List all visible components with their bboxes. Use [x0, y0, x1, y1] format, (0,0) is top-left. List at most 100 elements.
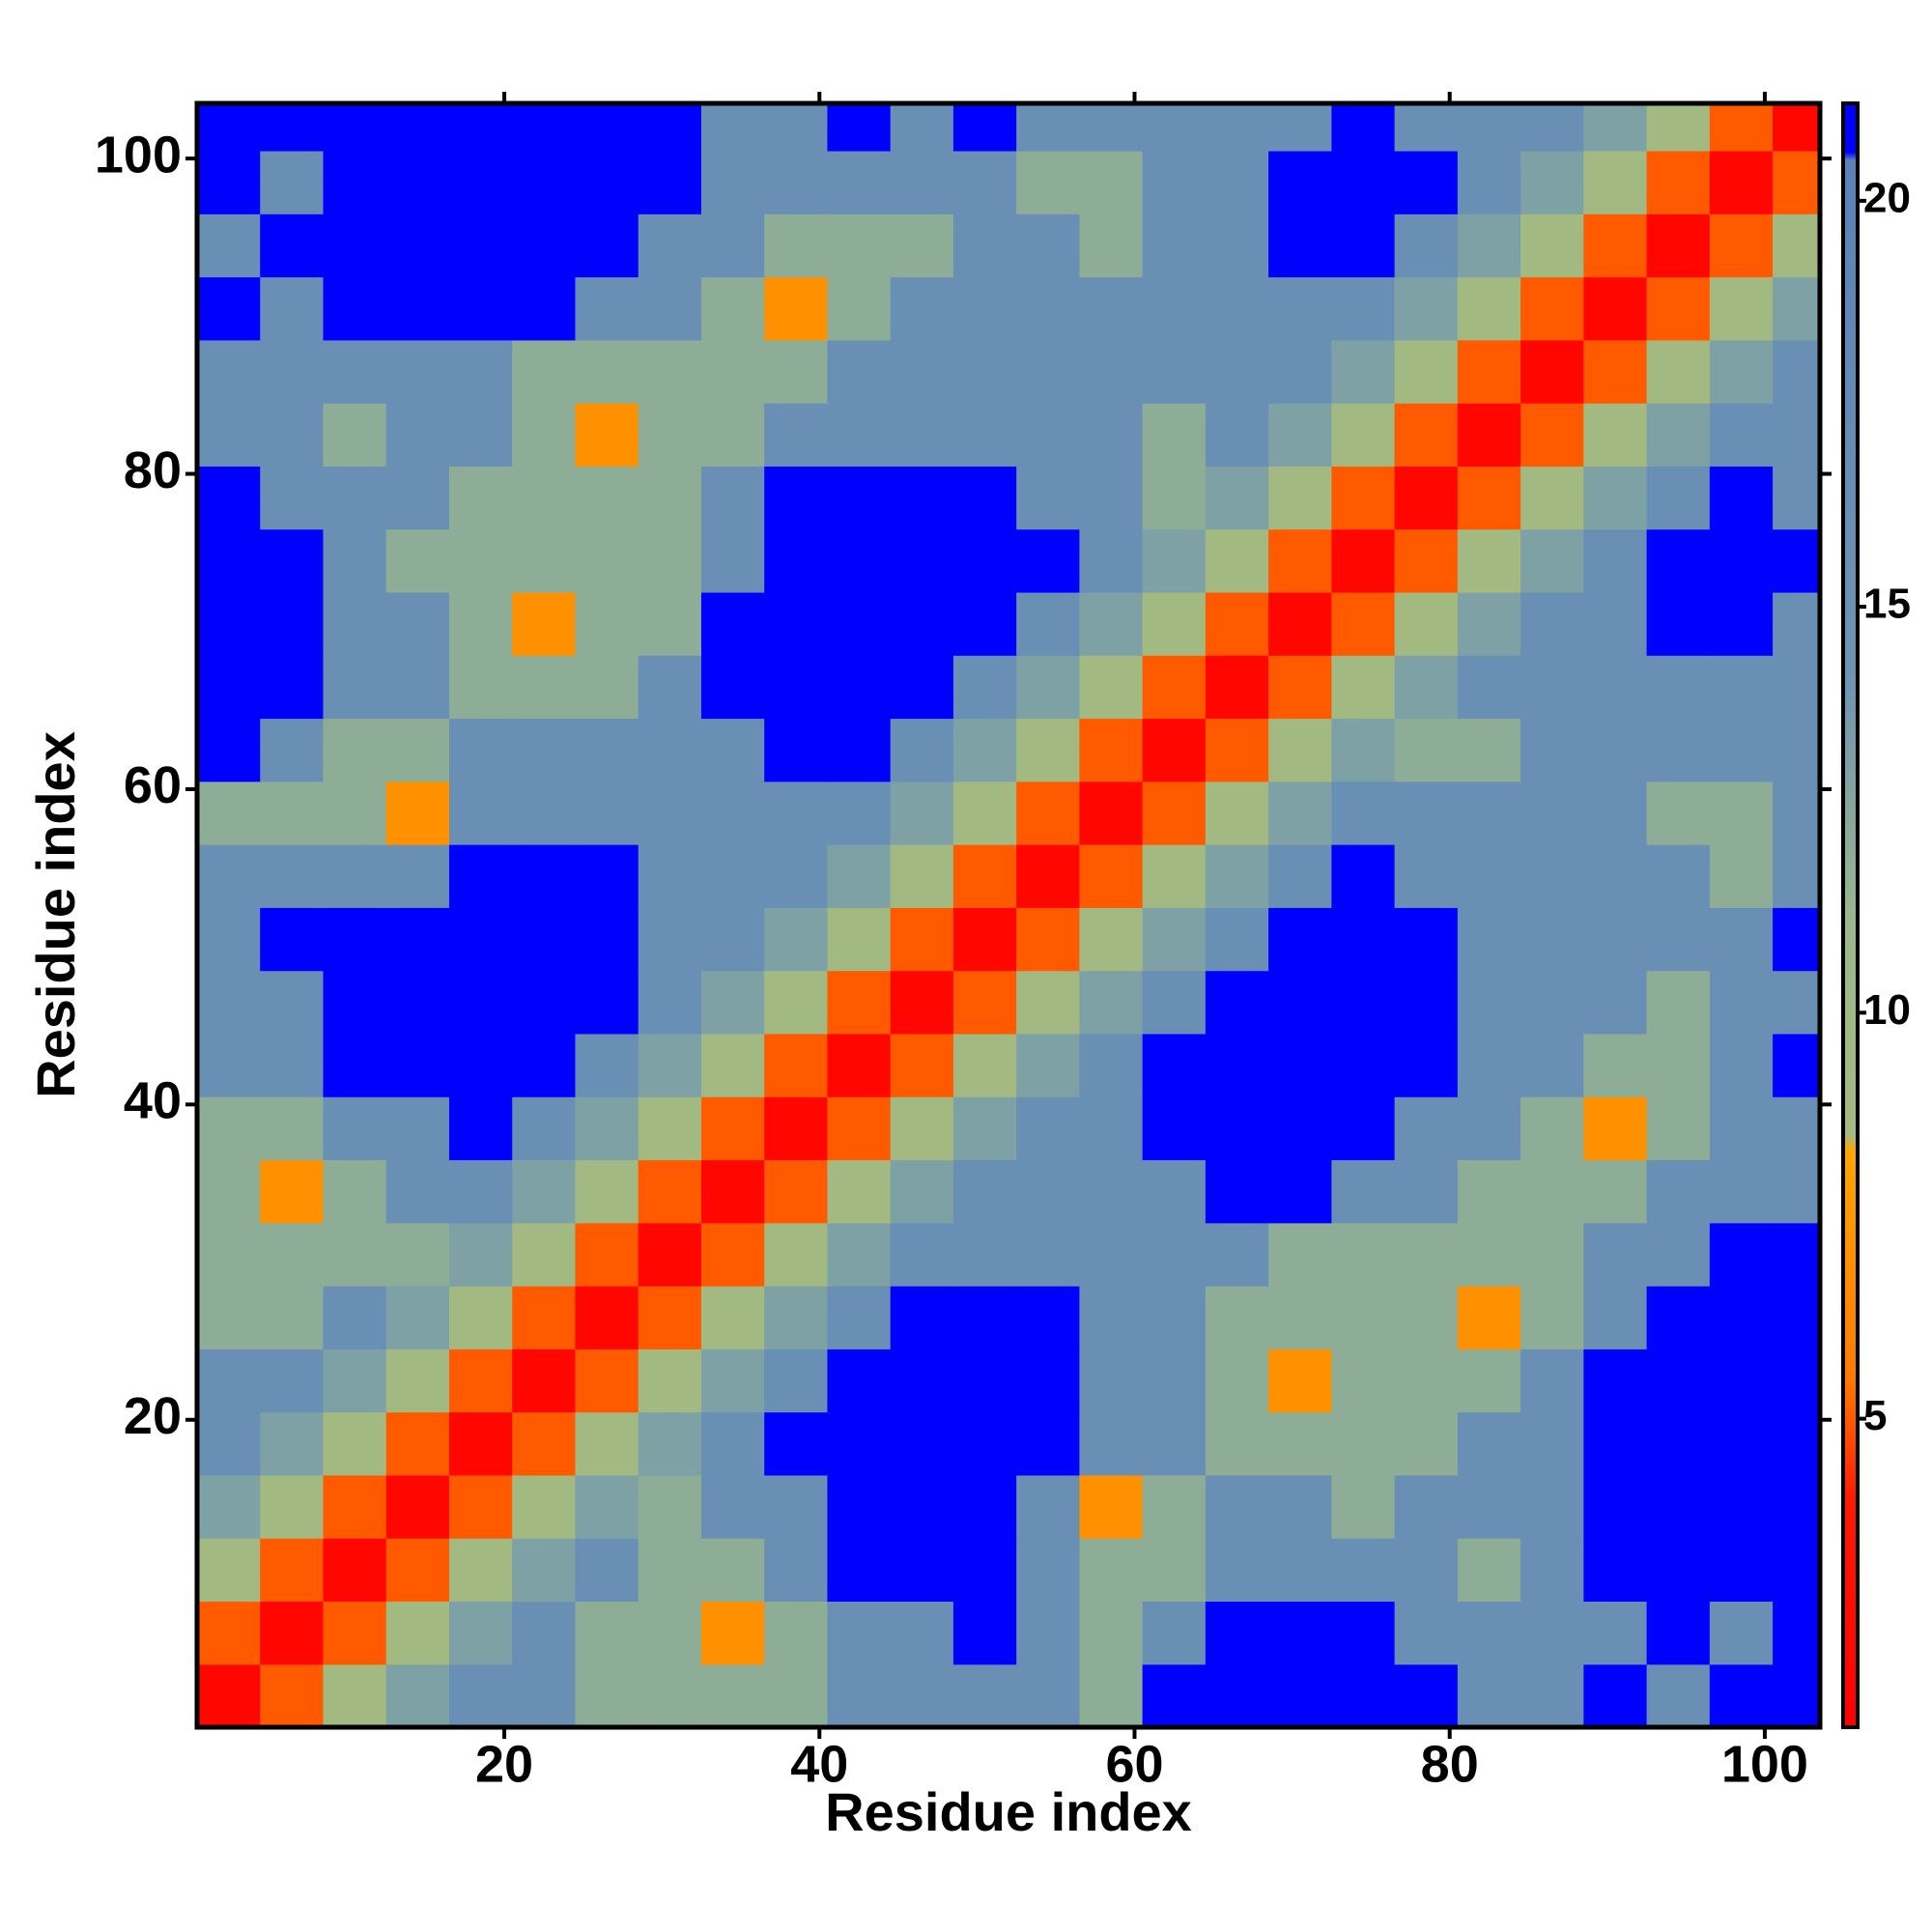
heatmap-cell: [197, 1222, 261, 1287]
heatmap-cell: [575, 150, 639, 214]
heatmap-cell: [260, 1663, 325, 1727]
heatmap-cell: [1709, 339, 1774, 404]
heatmap-cell: [890, 1601, 954, 1665]
heatmap-cell: [890, 655, 954, 720]
heatmap-cell: [260, 339, 325, 404]
heatmap-cell: [890, 781, 954, 845]
heatmap-cell: [448, 213, 513, 278]
heatmap-cell: [1709, 844, 1774, 908]
heatmap-cell: [512, 1159, 577, 1224]
heatmap-cell: [1520, 528, 1584, 593]
heatmap-cell: [890, 1538, 954, 1603]
heatmap-cell: [1709, 103, 1774, 152]
heatmap-cell: [1773, 655, 1820, 720]
heatmap-cell: [827, 466, 892, 530]
heatmap-cell: [1773, 1411, 1820, 1476]
heatmap-cell: [323, 1033, 387, 1097]
heatmap-cell: [1457, 781, 1521, 845]
heatmap-cell: [1142, 150, 1207, 214]
heatmap-cell: [1773, 1033, 1820, 1097]
heatmap-cell: [1709, 213, 1774, 278]
x-tick-label: 60: [1105, 1735, 1163, 1793]
heatmap-cell: [1268, 1601, 1332, 1665]
heatmap-cell: [1773, 1222, 1820, 1287]
heatmap-cell: [1457, 718, 1521, 782]
heatmap-cell: [890, 528, 954, 593]
heatmap-cell: [1583, 1538, 1648, 1603]
heatmap-cell: [700, 403, 765, 467]
heatmap-cell: [638, 528, 702, 593]
heatmap-cell: [1016, 1096, 1080, 1161]
heatmap-cell: [1646, 844, 1711, 908]
heatmap-cell: [575, 1096, 639, 1161]
heatmap-cell: [1268, 466, 1332, 530]
heatmap-cell: [827, 103, 892, 152]
heatmap-cell: [827, 781, 892, 845]
heatmap-cell: [260, 1411, 325, 1476]
heatmap-cell: [1520, 1663, 1584, 1727]
heatmap-cell: [1457, 1601, 1521, 1665]
heatmap-cell: [764, 339, 829, 404]
heatmap-cell: [1646, 781, 1711, 845]
heatmap-cell: [764, 970, 829, 1035]
x-tick-label: 100: [1721, 1735, 1808, 1793]
heatmap-cell: [764, 1474, 829, 1539]
heatmap-cell: [1583, 1033, 1648, 1097]
heatmap-cell: [1016, 403, 1080, 467]
heatmap-cell: [512, 718, 577, 782]
heatmap-cell: [323, 276, 387, 341]
heatmap-cell: [512, 276, 577, 341]
heatmap-cell: [1268, 718, 1332, 782]
heatmap-cell: [700, 718, 765, 782]
heatmap-cell: [512, 103, 577, 152]
heatmap-cell: [890, 150, 954, 214]
heatmap-cell: [260, 1096, 325, 1161]
heatmap-cell: [1079, 1222, 1144, 1287]
heatmap-cell: [1394, 907, 1459, 972]
heatmap-cell: [1520, 970, 1584, 1035]
y-tick-label: 100: [95, 126, 182, 184]
heatmap-cell: [448, 528, 513, 593]
heatmap-cell: [1016, 1538, 1080, 1603]
heatmap-cell: [1709, 1538, 1774, 1603]
heatmap-cell: [575, 1286, 639, 1350]
heatmap-cell: [1394, 970, 1459, 1035]
heatmap-cell: [1268, 150, 1332, 214]
heatmap-cell: [1773, 781, 1820, 845]
heatmap-cell: [512, 591, 577, 656]
heatmap-cell: [1583, 1349, 1648, 1413]
heatmap-cell: [1394, 339, 1459, 404]
heatmap-cell: [1331, 1663, 1396, 1727]
heatmap-cell: [260, 1349, 325, 1413]
heatmap-cell: [385, 213, 450, 278]
heatmap-cell: [1520, 1159, 1584, 1224]
heatmap-cell: [197, 403, 261, 467]
heatmap-cell: [1079, 150, 1144, 214]
heatmap-cell: [512, 1411, 577, 1476]
heatmap-cell: [827, 1033, 892, 1097]
heatmap-cell: [827, 1349, 892, 1413]
heatmap-cell: [1394, 528, 1459, 593]
heatmap-cell: [1520, 1474, 1584, 1539]
heatmap-cell: [1457, 103, 1521, 152]
heatmap-cell: [764, 907, 829, 972]
heatmap-cell: [638, 1222, 702, 1287]
heatmap-cell: [1394, 718, 1459, 782]
heatmap-cell: [952, 1033, 1017, 1097]
heatmap-cell: [448, 466, 513, 530]
heatmap-cell: [1394, 403, 1459, 467]
heatmap-cell: [952, 591, 1017, 656]
heatmap-cell: [1646, 276, 1711, 341]
heatmap-cell: [1205, 1663, 1269, 1727]
heatmap-cell: [1646, 655, 1711, 720]
heatmap-cell: [512, 781, 577, 845]
heatmap-cell: [260, 781, 325, 845]
heatmap-cell: [1394, 1411, 1459, 1476]
heatmap-cell: [1709, 1474, 1774, 1539]
heatmap-cell: [260, 276, 325, 341]
heatmap-cell: [1583, 1159, 1648, 1224]
heatmap-cell: [1205, 403, 1269, 467]
heatmap-cell: [1016, 276, 1080, 341]
heatmap-cell: [512, 213, 577, 278]
heatmap-cell: [890, 1159, 954, 1224]
